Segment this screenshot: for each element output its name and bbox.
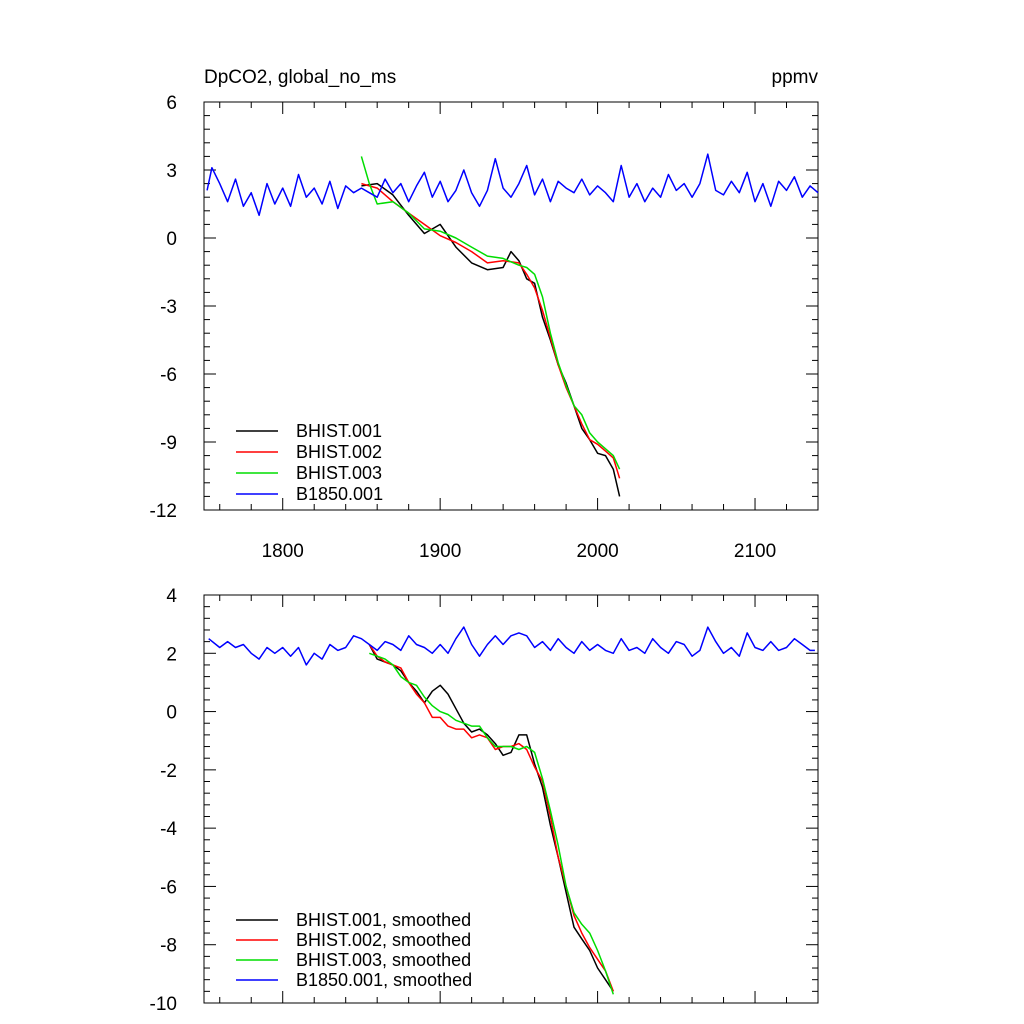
- legend-label: BHIST.001: [296, 421, 382, 441]
- series-line-bhist-003: [360, 156, 621, 470]
- legend-label: BHIST.002: [296, 442, 382, 462]
- legend-label: BHIST.003, smoothed: [296, 950, 471, 970]
- y-tick-label: 3: [166, 161, 177, 182]
- y-tick-label: 6: [166, 93, 177, 114]
- legend-label: B1850.001, smoothed: [296, 970, 472, 990]
- x-tick-label: 2100: [734, 541, 776, 562]
- series-line-b1850-001-smoothed: [208, 626, 815, 666]
- y-tick-label: -12: [150, 501, 177, 522]
- series-line-bhist-002: [361, 182, 621, 479]
- y-tick-label: 4: [166, 586, 177, 607]
- legend-label: BHIST.003: [296, 463, 382, 483]
- plot-frame: [203, 594, 819, 1004]
- y-tick-label: -10: [150, 994, 177, 1015]
- x-tick-label: 1900: [419, 541, 461, 562]
- series-line-bhist-003-smoothed: [369, 652, 615, 995]
- x-tick-label: 1800: [262, 541, 304, 562]
- y-tick-label: 0: [166, 703, 177, 724]
- y-tick-label: -4: [160, 819, 177, 840]
- y-tick-label: -2: [160, 761, 177, 782]
- y-tick-label: 2: [166, 644, 177, 665]
- legend-label: BHIST.002, smoothed: [296, 930, 471, 950]
- y-tick-label: -6: [160, 365, 177, 386]
- legend-label: B1850.001: [296, 484, 383, 504]
- x-tick-label: 2000: [576, 541, 618, 562]
- title-right: ppmv: [772, 67, 819, 88]
- y-tick-label: 0: [166, 229, 177, 250]
- series-line-bhist-001: [361, 182, 621, 497]
- y-tick-label: -6: [160, 877, 177, 898]
- y-tick-label: -3: [160, 297, 177, 318]
- y-tick-label: -8: [160, 936, 177, 957]
- legend-label: BHIST.001, smoothed: [296, 910, 471, 930]
- series-line-b1850-001: [206, 153, 819, 217]
- y-tick-label: -9: [160, 433, 177, 454]
- title-left: DpCO2, global_no_ms: [204, 67, 396, 88]
